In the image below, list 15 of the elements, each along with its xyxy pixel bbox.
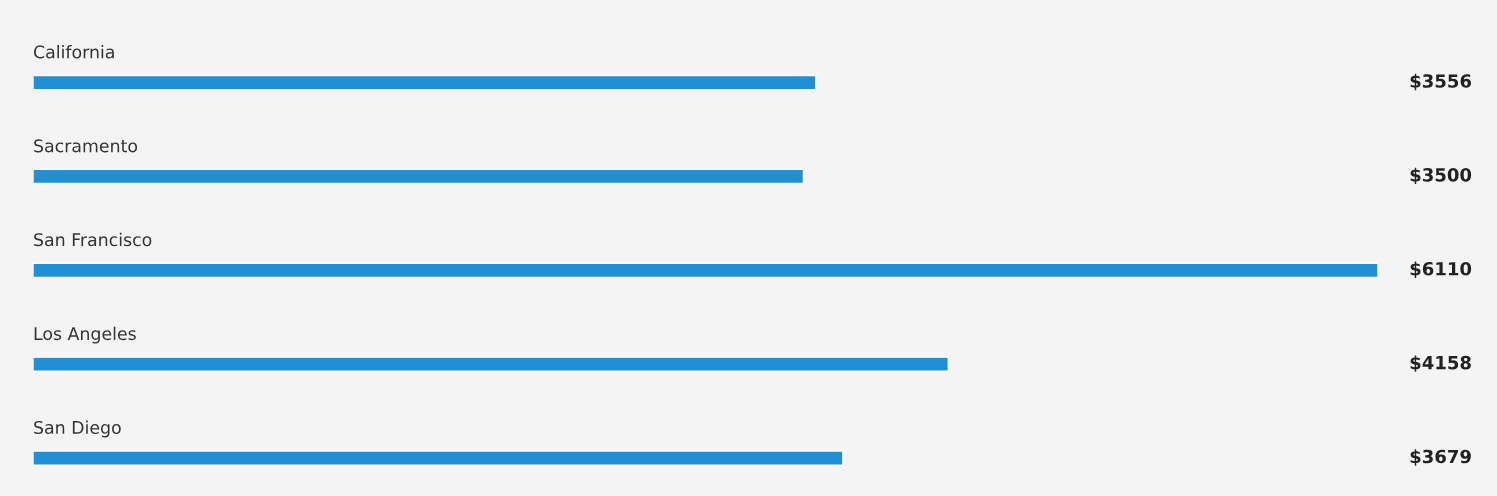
y-tick-label: San Francisco [34,232,152,247]
y-tick-label: California [33,45,114,59]
bar [33,74,817,91]
data-label: $3500 [1410,167,1472,185]
data-label: $4158 [1410,355,1471,372]
bar [33,450,844,466]
data-label: $6110 [1410,261,1472,278]
bar [33,168,805,185]
data-label: $3679 [1410,449,1471,466]
y-tick-label: Los Angeles [34,326,136,344]
y-tick-label: Sacramento [34,139,138,153]
y-tick-label: San Diego [34,420,121,438]
bar [33,356,949,372]
data-label: $3556 [1410,73,1472,91]
bar [33,262,1378,279]
